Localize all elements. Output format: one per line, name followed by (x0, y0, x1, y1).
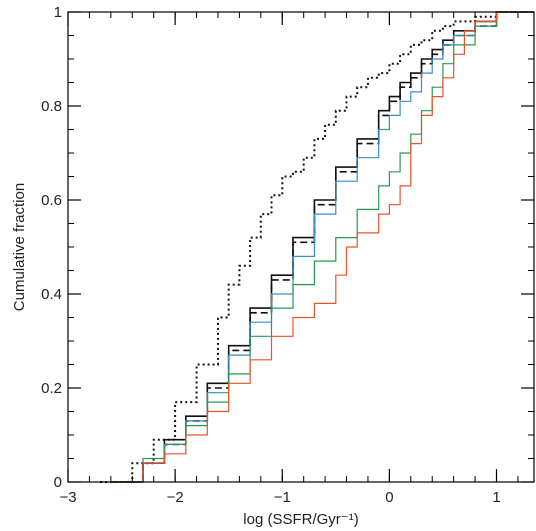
y-tick-label: 1 (54, 4, 62, 21)
series-line-6 (110, 11, 534, 483)
series-layer (100, 11, 534, 483)
y-tick-label: 0.4 (41, 286, 62, 303)
series-line-1 (100, 11, 534, 483)
y-tick-label: 0.8 (41, 98, 62, 115)
y-axis-title: Cumulative fraction (11, 183, 28, 311)
x-axis-title: log (SSFR/Gyr⁻¹) (243, 511, 358, 528)
ticks (67, 11, 534, 483)
x-tick-label: −3 (59, 489, 76, 506)
y-tick-label: 0.2 (41, 380, 62, 397)
x-tick-label: −1 (274, 489, 291, 506)
tick-labels: −3 −2 −1 0 1 0 0.2 0.4 0.6 0.8 1 (41, 4, 501, 506)
x-tick-label: 0 (385, 489, 393, 506)
x-tick-label: −2 (167, 489, 184, 506)
x-tick-label: 1 (492, 489, 500, 506)
y-tick-label: 0.6 (41, 192, 62, 209)
plot-frame (67, 11, 535, 483)
y-tick-label: 0 (54, 474, 62, 491)
